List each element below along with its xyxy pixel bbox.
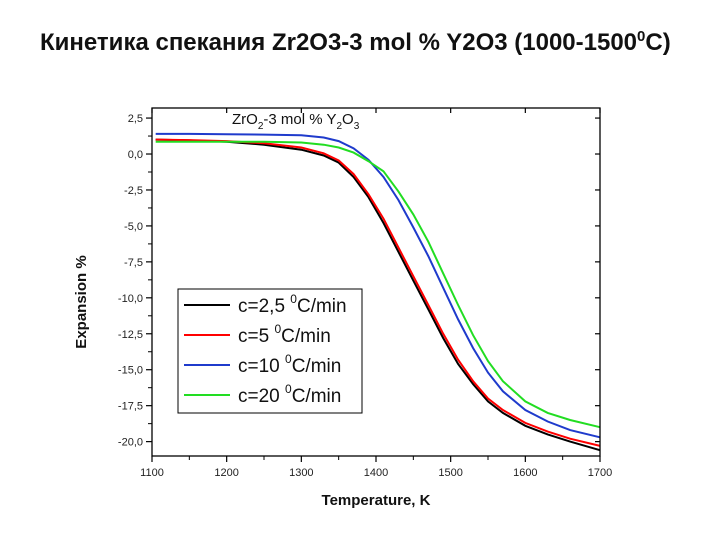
series-line-1 [155,138,601,447]
series-layer [155,132,601,452]
x-tick-label: 1600 [513,467,537,479]
chart-title: ZrO2-3 mol % Y2O3 [232,111,360,132]
legend-label-1: c=5 0C/min [238,322,331,347]
y-tick-label: -7,5 [124,257,143,269]
chart-title-subscript: 2 [258,121,264,132]
legend-degree: 0 [285,382,292,396]
x-tick-label: 1200 [214,467,238,479]
y-tick-label: -5,0 [124,221,143,233]
chart-title-text: ZrO2-3 mol % Y2O3 [232,111,360,132]
y-tick-label: -12,5 [118,329,143,341]
y-tick-label: -10,0 [118,293,143,305]
y-axis-title: Expansion % [73,255,90,348]
y-tick-label: 2,5 [128,113,143,125]
chart-title-segment: -3 mol % Y [263,111,336,128]
legend-rate: c=10 [238,356,285,377]
x-axis-title: Temperature, K [322,492,431,509]
y-tick-label: -20,0 [118,437,143,449]
x-tick-label: 1700 [588,467,612,479]
legend-unit: C/min [292,356,342,377]
slide-title-degree: 0 [637,28,646,45]
legend-box [177,288,363,414]
series-line-3 [155,140,601,429]
legend-degree: 0 [285,352,292,366]
x-tick-label: 1100 [140,467,164,479]
chart-title-subscript: 2 [336,121,342,132]
legend-degree: 0 [290,292,297,306]
legend-unit: C/min [281,326,331,347]
x-tick-label: 1300 [289,467,313,479]
axes-layer: 1100 1200 1300 1400 1500 1600 1700 2,5 0,0 -2,5 -5… [73,107,612,509]
series-line-2 [155,132,601,439]
legend-unit: C/min [297,296,347,317]
y-tick-label: -2,5 [124,185,143,197]
chart-title-segment: O [342,111,354,128]
y-tick-label: 0,0 [128,149,143,161]
legend-label-3: c=20 0C/min [238,382,341,407]
slide-title: Кинетика спекания Zr2O3-3 mol % Y2O3 (10… [40,28,671,57]
legend-rate: c=2,5 [238,296,290,317]
legend-rate: c=20 [238,386,285,407]
chart-title-subscript: 3 [354,121,360,132]
x-tick-label: 1500 [438,467,462,479]
x-tick-label: 1400 [364,467,388,479]
legend-label-0: c=2,5 0C/min [238,292,347,317]
y-tick-label: -17,5 [118,401,143,413]
legend-unit: C/min [292,386,342,407]
slide-title-text: Кинетика спекания Zr2O3-3 mol % Y2O3 (10… [40,29,638,56]
series-line-0 [155,138,601,452]
slide-title-suffix: C) [645,29,671,56]
y-tick-label: -15,0 [118,365,143,377]
legend-label-2: c=10 0C/min [238,352,341,377]
chart-title-segment: ZrO [232,111,258,128]
legend-degree: 0 [274,322,281,336]
legend-rate: c=5 [238,326,274,347]
